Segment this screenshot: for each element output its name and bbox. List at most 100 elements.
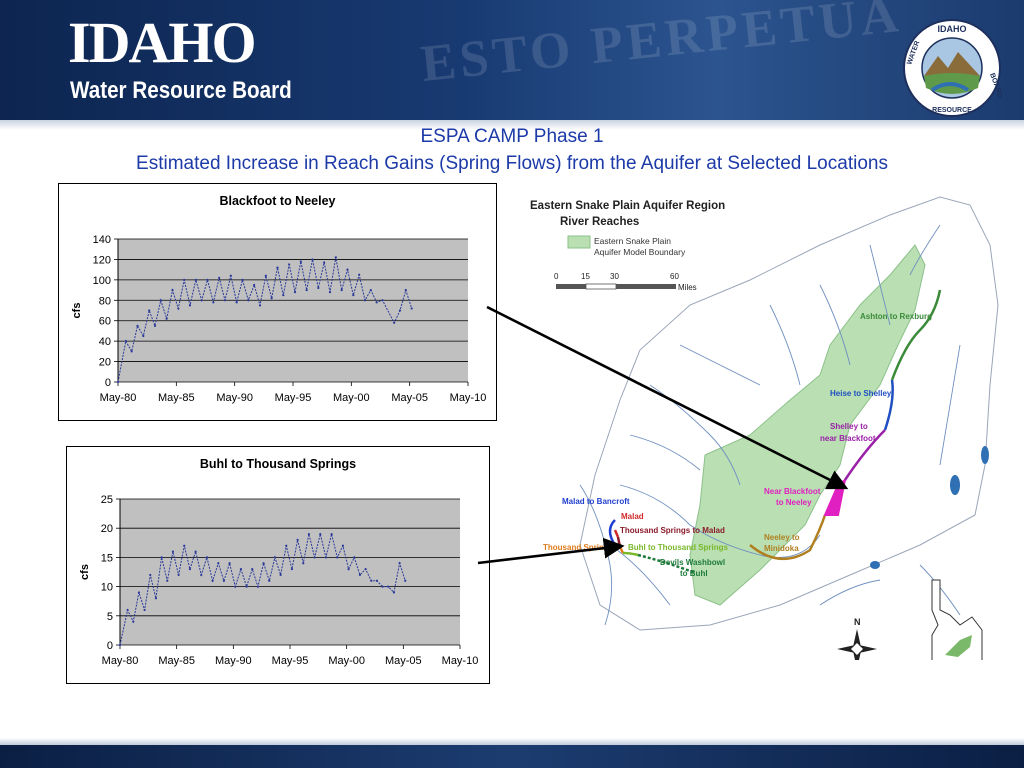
- header-banner: ESTO PERPETUA IDAHO Water Resource Board…: [0, 0, 1024, 122]
- chart-title: Blackfoot to Neeley: [219, 194, 335, 208]
- footer-divider: [0, 738, 1024, 746]
- legend-label-line1: Eastern Snake Plain: [594, 236, 671, 246]
- data-point: [177, 307, 180, 310]
- data-point: [126, 608, 129, 612]
- data-point: [352, 294, 355, 297]
- y-tick-label: 25: [101, 494, 113, 506]
- scale-tick-0: 0: [554, 272, 559, 281]
- data-point: [194, 278, 197, 281]
- label-buhl-to-thousand-springs: Buhl to Thousand Springs: [628, 543, 729, 552]
- reach-ashton-to-rexburg: [890, 289, 942, 381]
- data-point: [245, 585, 248, 588]
- y-tick-label: 15: [101, 552, 113, 564]
- scale-unit: Miles: [678, 283, 697, 292]
- footer-bar: [0, 745, 1024, 768]
- data-point: [166, 579, 169, 582]
- background-seal-text: ESTO PERPETUA: [418, 0, 905, 94]
- legend-swatch-aquifer: [567, 235, 591, 249]
- data-point: [334, 256, 337, 259]
- data-point: [177, 573, 180, 577]
- data-point: [247, 299, 250, 302]
- data-point: [132, 620, 135, 623]
- data-point: [183, 544, 186, 547]
- data-point: [206, 278, 209, 281]
- data-point: [313, 556, 316, 559]
- data-point: [239, 567, 243, 571]
- label-thousand-springs-to-malad: Thousand Springs to Malad: [620, 526, 725, 535]
- espa-river-reach-map: Eastern Snake Plain Aquifer Region River…: [530, 196, 999, 660]
- data-point: [311, 258, 314, 261]
- data-point: [222, 579, 226, 582]
- series-line: [117, 257, 413, 383]
- data-point: [370, 579, 373, 582]
- seal-top-text: IDAHO: [938, 24, 967, 34]
- idaho-logo-subtitle: Water Resource Board: [70, 77, 292, 104]
- data-point: [241, 278, 244, 281]
- label-shelley-line2: near Blackfoot: [820, 434, 876, 443]
- chart-blackfoot-svg: Blackfoot to Neeley 0 20 40 60 80 100 120 140 May…: [71, 194, 486, 404]
- data-point: [118, 643, 122, 647]
- data-point: [171, 288, 174, 292]
- data-point: [307, 532, 311, 536]
- data-point: [353, 556, 356, 559]
- data-point: [404, 579, 407, 582]
- data-point: [381, 299, 384, 302]
- data-point: [323, 261, 326, 264]
- x-tick-label: May-00: [333, 392, 370, 404]
- data-point: [188, 567, 192, 571]
- scale-tick-15: 15: [581, 272, 590, 281]
- data-point: [153, 324, 157, 327]
- north-label: N: [854, 617, 861, 627]
- y-tick-label: 0: [107, 640, 113, 652]
- header-divider: [0, 120, 1024, 130]
- data-point: [363, 299, 367, 302]
- label-near-blackfoot-line1: Near Blackfoot: [764, 487, 821, 496]
- label-shelley-line1: Shelley to: [830, 422, 868, 431]
- data-point: [288, 263, 291, 266]
- idaho-logo-title: IDAHO: [68, 10, 257, 75]
- data-point: [330, 532, 333, 536]
- data-point: [302, 562, 305, 565]
- label-heise-to-shelley: Heise to Shelley: [830, 389, 892, 398]
- chart-title: Buhl to Thousand Springs: [200, 457, 356, 471]
- data-point: [253, 283, 256, 287]
- data-point: [194, 550, 197, 553]
- data-point: [171, 550, 175, 553]
- y-axis-label: cfs: [71, 303, 83, 319]
- data-point: [393, 321, 396, 324]
- data-point: [235, 301, 238, 304]
- slide-subtitle: Estimated Increase in Reach Gains (Sprin…: [136, 153, 888, 174]
- seal-bottom-text: RESOURCE: [932, 107, 972, 114]
- data-point: [200, 299, 203, 302]
- x-tick-label: May-80: [100, 392, 137, 404]
- data-point: [228, 562, 231, 565]
- data-point: [251, 567, 254, 571]
- reach-neeley-to-minidoka: [749, 514, 827, 561]
- y-tick-label: 100: [93, 275, 111, 287]
- label-malad: Malad: [621, 512, 644, 521]
- y-tick-label: 0: [105, 377, 111, 389]
- data-point: [392, 591, 396, 594]
- lake-shape: [870, 561, 880, 569]
- data-point: [149, 573, 152, 577]
- x-tick-label: May-80: [102, 655, 139, 667]
- data-point: [229, 274, 232, 277]
- data-point: [218, 276, 221, 279]
- data-point: [270, 297, 273, 300]
- lake-shape: [981, 446, 989, 464]
- data-point: [296, 538, 299, 541]
- reach-devils-washbowl-to-buhl: [637, 553, 696, 575]
- label-neeley-line2: Minidoka: [764, 544, 799, 553]
- chart-buhl-to-thousand-springs: Buhl to Thousand Springs 0 5 10 15 20 25 May-80…: [66, 446, 490, 684]
- data-point: [273, 556, 277, 559]
- plot-area: [120, 499, 460, 645]
- x-tick-label: May-85: [158, 392, 195, 404]
- data-point: [165, 317, 168, 320]
- data-point: [124, 340, 127, 343]
- label-thousand-springs: Thousand Springs: [543, 543, 614, 552]
- x-tick-label: May-85: [158, 655, 195, 667]
- scale-bar-segment: [616, 284, 676, 289]
- data-point: [183, 278, 186, 281]
- data-point: [264, 274, 267, 277]
- data-point: [328, 291, 332, 294]
